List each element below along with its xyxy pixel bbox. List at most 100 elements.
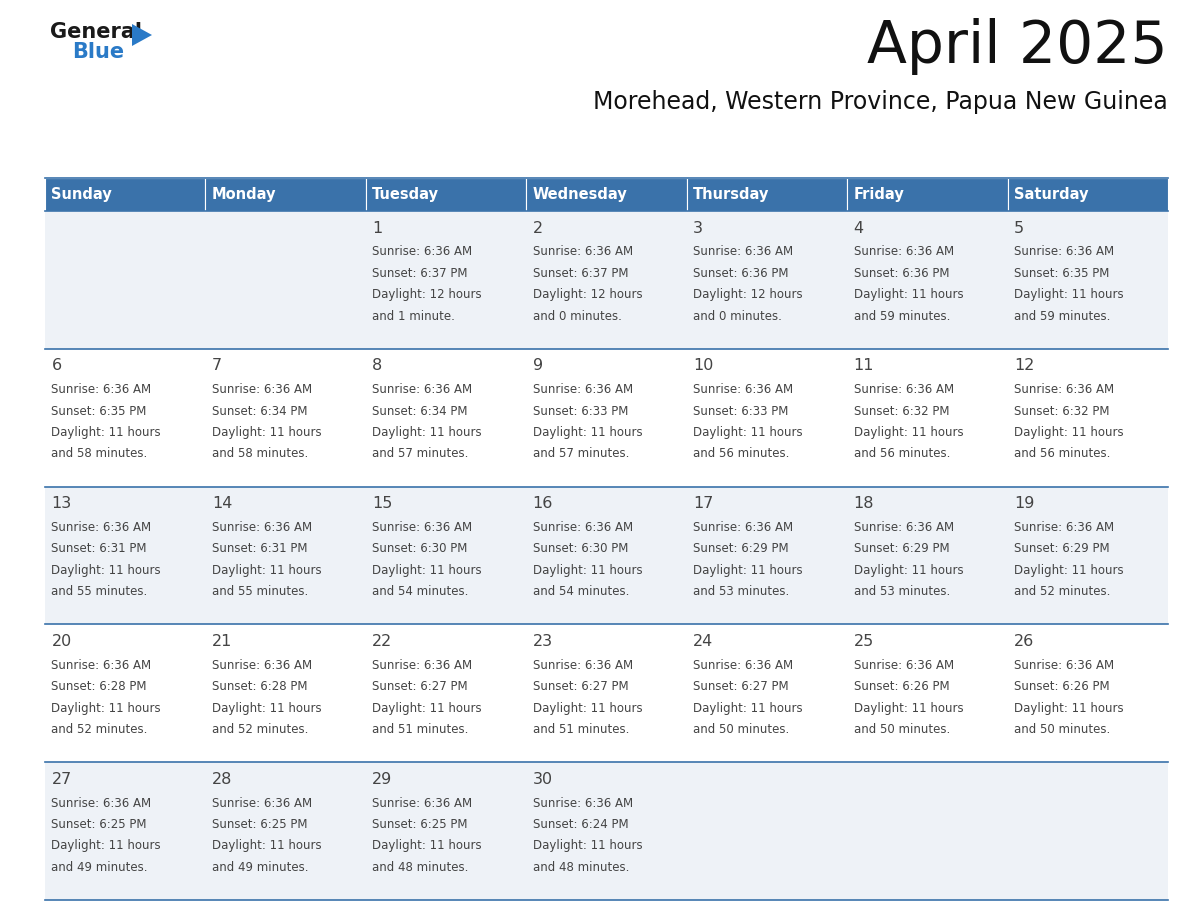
Text: Thursday: Thursday: [693, 187, 770, 202]
Bar: [847, 624, 1007, 762]
Text: Sunrise: 6:36 AM: Sunrise: 6:36 AM: [853, 659, 954, 672]
Bar: [366, 178, 526, 211]
Text: Sunset: 6:34 PM: Sunset: 6:34 PM: [372, 405, 468, 418]
Text: Sunset: 6:37 PM: Sunset: 6:37 PM: [372, 267, 468, 280]
Text: 28: 28: [211, 772, 232, 787]
Text: 27: 27: [51, 772, 71, 787]
Text: Daylight: 11 hours: Daylight: 11 hours: [693, 426, 803, 439]
Text: and 1 minute.: and 1 minute.: [372, 309, 455, 322]
Bar: [45, 349, 206, 487]
Text: 5: 5: [1015, 220, 1024, 236]
Text: and 54 minutes.: and 54 minutes.: [532, 585, 630, 599]
Text: Sunrise: 6:36 AM: Sunrise: 6:36 AM: [372, 521, 473, 534]
Text: Blue: Blue: [72, 42, 124, 62]
Text: and 48 minutes.: and 48 minutes.: [372, 861, 468, 874]
Text: and 58 minutes.: and 58 minutes.: [51, 447, 147, 460]
Bar: [847, 178, 1007, 211]
Bar: [847, 762, 1007, 900]
Text: 10: 10: [693, 358, 714, 374]
Text: and 56 minutes.: and 56 minutes.: [693, 447, 790, 460]
Bar: [366, 349, 526, 487]
Text: and 52 minutes.: and 52 minutes.: [211, 723, 308, 736]
Bar: [1007, 178, 1168, 211]
Bar: [526, 624, 687, 762]
Text: Sunrise: 6:36 AM: Sunrise: 6:36 AM: [532, 521, 633, 534]
Text: Sunrise: 6:36 AM: Sunrise: 6:36 AM: [51, 659, 152, 672]
Text: Wednesday: Wednesday: [532, 187, 627, 202]
Bar: [526, 211, 687, 349]
Text: 13: 13: [51, 497, 71, 511]
Text: and 56 minutes.: and 56 minutes.: [1015, 447, 1111, 460]
Text: 6: 6: [51, 358, 62, 374]
Bar: [1007, 487, 1168, 624]
Text: Sunset: 6:32 PM: Sunset: 6:32 PM: [853, 405, 949, 418]
Bar: [1007, 211, 1168, 349]
Text: and 48 minutes.: and 48 minutes.: [532, 861, 630, 874]
Text: General: General: [50, 22, 143, 42]
Text: Daylight: 11 hours: Daylight: 11 hours: [51, 426, 162, 439]
Text: and 50 minutes.: and 50 minutes.: [693, 723, 789, 736]
Text: 3: 3: [693, 220, 703, 236]
Bar: [206, 211, 366, 349]
Text: Daylight: 11 hours: Daylight: 11 hours: [372, 564, 482, 577]
Text: 18: 18: [853, 497, 874, 511]
Text: Sunset: 6:33 PM: Sunset: 6:33 PM: [532, 405, 628, 418]
Text: Sunrise: 6:36 AM: Sunrise: 6:36 AM: [372, 797, 473, 810]
Text: Daylight: 11 hours: Daylight: 11 hours: [853, 426, 963, 439]
Text: and 52 minutes.: and 52 minutes.: [1015, 585, 1111, 599]
Text: 24: 24: [693, 634, 713, 649]
Text: Sunrise: 6:36 AM: Sunrise: 6:36 AM: [853, 521, 954, 534]
Text: Sunrise: 6:36 AM: Sunrise: 6:36 AM: [211, 521, 312, 534]
Text: Sunset: 6:29 PM: Sunset: 6:29 PM: [1015, 543, 1110, 555]
Text: Sunset: 6:29 PM: Sunset: 6:29 PM: [853, 543, 949, 555]
Bar: [366, 211, 526, 349]
Text: Sunrise: 6:36 AM: Sunrise: 6:36 AM: [693, 521, 794, 534]
Text: and 50 minutes.: and 50 minutes.: [853, 723, 950, 736]
Text: Daylight: 11 hours: Daylight: 11 hours: [51, 839, 162, 853]
Text: Sunrise: 6:36 AM: Sunrise: 6:36 AM: [693, 245, 794, 259]
Text: Daylight: 11 hours: Daylight: 11 hours: [853, 564, 963, 577]
Text: Daylight: 11 hours: Daylight: 11 hours: [51, 564, 162, 577]
Text: 2: 2: [532, 220, 543, 236]
Text: Daylight: 12 hours: Daylight: 12 hours: [693, 288, 803, 301]
Text: Sunset: 6:26 PM: Sunset: 6:26 PM: [1015, 680, 1110, 693]
Text: Sunrise: 6:36 AM: Sunrise: 6:36 AM: [532, 797, 633, 810]
Text: 7: 7: [211, 358, 222, 374]
Text: Sunrise: 6:36 AM: Sunrise: 6:36 AM: [1015, 383, 1114, 397]
Text: Sunrise: 6:36 AM: Sunrise: 6:36 AM: [532, 659, 633, 672]
Bar: [687, 349, 847, 487]
Text: Sunset: 6:32 PM: Sunset: 6:32 PM: [1015, 405, 1110, 418]
Text: and 53 minutes.: and 53 minutes.: [853, 585, 950, 599]
Text: Daylight: 11 hours: Daylight: 11 hours: [532, 839, 643, 853]
Text: and 51 minutes.: and 51 minutes.: [372, 723, 468, 736]
Text: and 0 minutes.: and 0 minutes.: [532, 309, 621, 322]
Text: Daylight: 12 hours: Daylight: 12 hours: [532, 288, 643, 301]
Text: Daylight: 11 hours: Daylight: 11 hours: [853, 288, 963, 301]
Text: and 50 minutes.: and 50 minutes.: [1015, 723, 1111, 736]
Text: and 56 minutes.: and 56 minutes.: [853, 447, 950, 460]
Bar: [1007, 624, 1168, 762]
Bar: [206, 178, 366, 211]
Text: Daylight: 11 hours: Daylight: 11 hours: [1015, 564, 1124, 577]
Text: 25: 25: [853, 634, 874, 649]
Text: Sunset: 6:27 PM: Sunset: 6:27 PM: [532, 680, 628, 693]
Text: Sunset: 6:27 PM: Sunset: 6:27 PM: [693, 680, 789, 693]
Bar: [526, 349, 687, 487]
Text: Sunset: 6:37 PM: Sunset: 6:37 PM: [532, 267, 628, 280]
Text: Sunset: 6:24 PM: Sunset: 6:24 PM: [532, 818, 628, 831]
Text: Sunday: Sunday: [51, 187, 112, 202]
Text: Sunset: 6:25 PM: Sunset: 6:25 PM: [211, 818, 308, 831]
Text: Sunset: 6:25 PM: Sunset: 6:25 PM: [372, 818, 468, 831]
Text: 14: 14: [211, 497, 232, 511]
Text: Daylight: 11 hours: Daylight: 11 hours: [51, 701, 162, 714]
Text: Daylight: 12 hours: Daylight: 12 hours: [372, 288, 482, 301]
Text: 22: 22: [372, 634, 392, 649]
Text: Sunrise: 6:36 AM: Sunrise: 6:36 AM: [853, 245, 954, 259]
Bar: [1007, 349, 1168, 487]
Bar: [847, 349, 1007, 487]
Text: Daylight: 11 hours: Daylight: 11 hours: [211, 564, 322, 577]
Text: Daylight: 11 hours: Daylight: 11 hours: [532, 701, 643, 714]
Polygon shape: [132, 24, 152, 46]
Text: Monday: Monday: [211, 187, 277, 202]
Text: Sunrise: 6:36 AM: Sunrise: 6:36 AM: [372, 245, 473, 259]
